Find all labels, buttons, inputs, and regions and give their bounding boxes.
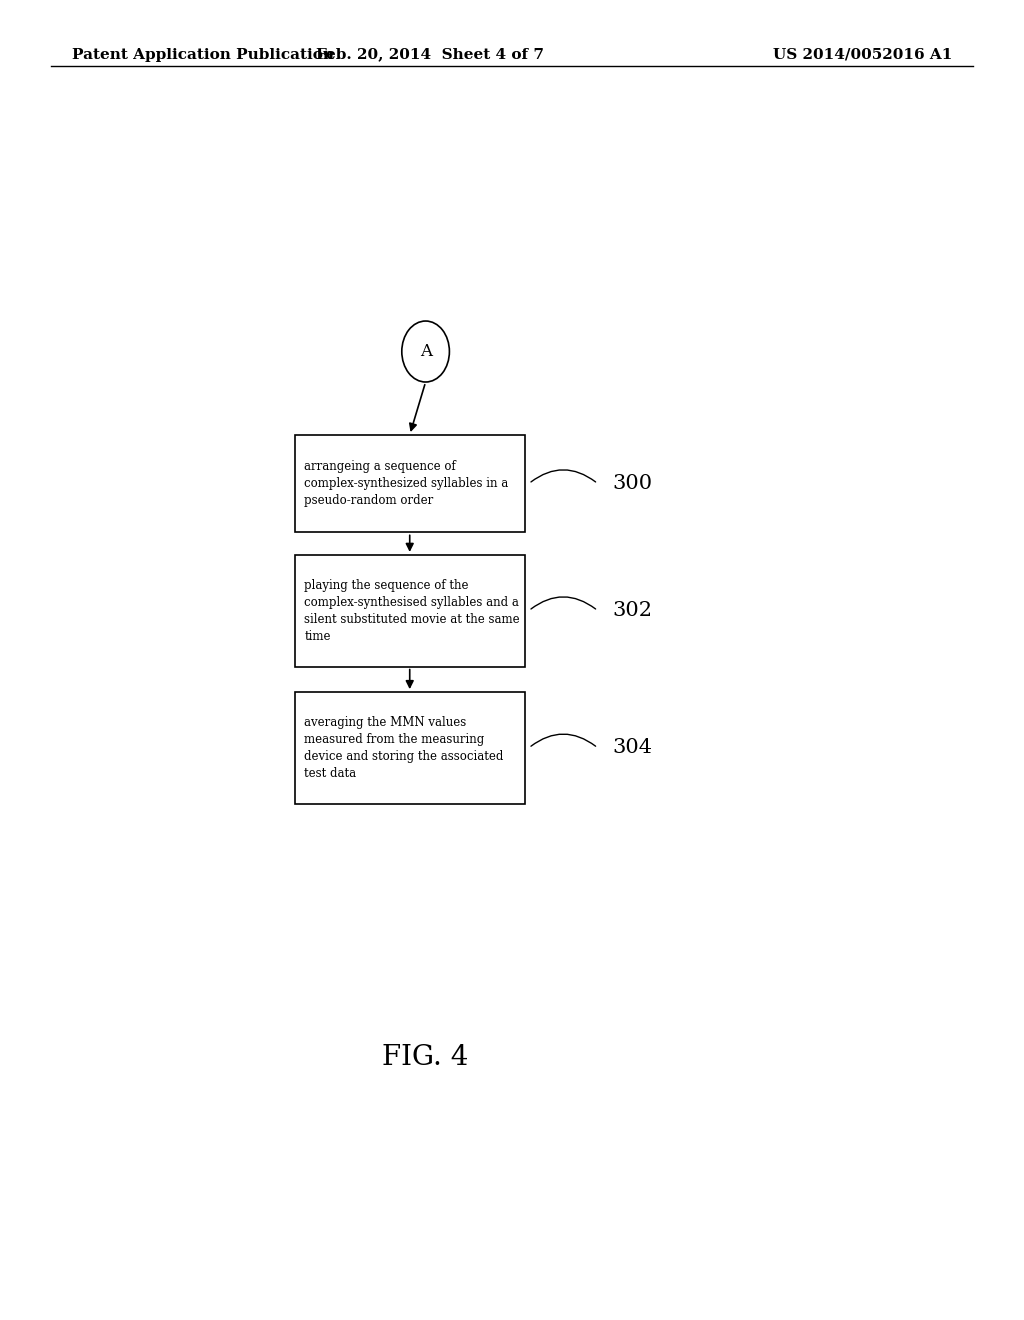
Text: A: A [420, 343, 431, 360]
Text: playing the sequence of the
complex-synthesised syllables and a
silent substitut: playing the sequence of the complex-synt… [304, 578, 520, 643]
FancyArrowPatch shape [531, 734, 596, 746]
Text: averaging the MMN values
measured from the measuring
device and storing the asso: averaging the MMN values measured from t… [304, 715, 504, 780]
Text: US 2014/0052016 A1: US 2014/0052016 A1 [773, 48, 952, 62]
Bar [295, 554, 525, 667]
FancyArrowPatch shape [531, 597, 596, 609]
Text: Feb. 20, 2014  Sheet 4 of 7: Feb. 20, 2014 Sheet 4 of 7 [316, 48, 544, 62]
Text: FIG. 4: FIG. 4 [382, 1044, 469, 1072]
Text: 300: 300 [612, 474, 652, 494]
Bar [295, 434, 525, 532]
Text: 302: 302 [612, 601, 652, 620]
Text: arrangeing a sequence of
complex-synthesized syllables in a
pseudo-random order: arrangeing a sequence of complex-synthes… [304, 461, 509, 507]
Text: Patent Application Publication: Patent Application Publication [72, 48, 334, 62]
Bar [295, 692, 525, 804]
Text: 304: 304 [612, 738, 652, 758]
FancyArrowPatch shape [531, 470, 596, 482]
